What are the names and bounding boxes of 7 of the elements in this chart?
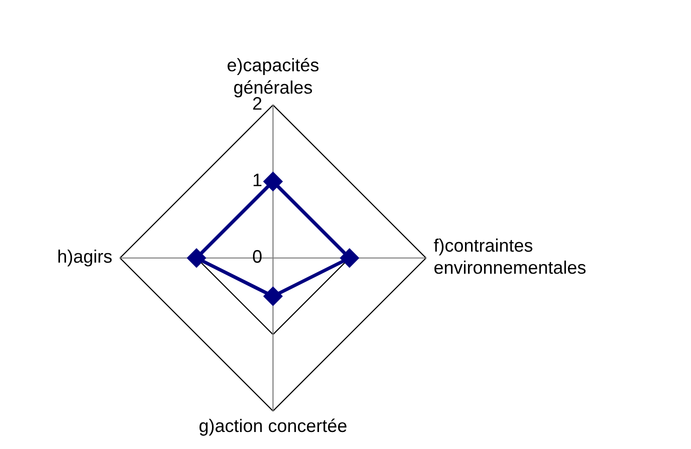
- y-tick-label: 1: [254, 174, 262, 186]
- y-tick-label: 2: [253, 97, 262, 110]
- spoke-label: h)agirs: [58, 250, 112, 266]
- spoke-label: e)capacités générales: [228, 58, 319, 98]
- y-tick-label: 0: [252, 250, 262, 263]
- spoke-label: g)action concertée: [199, 418, 346, 436]
- spoke-label: f)contraintes environnementales: [434, 238, 586, 274]
